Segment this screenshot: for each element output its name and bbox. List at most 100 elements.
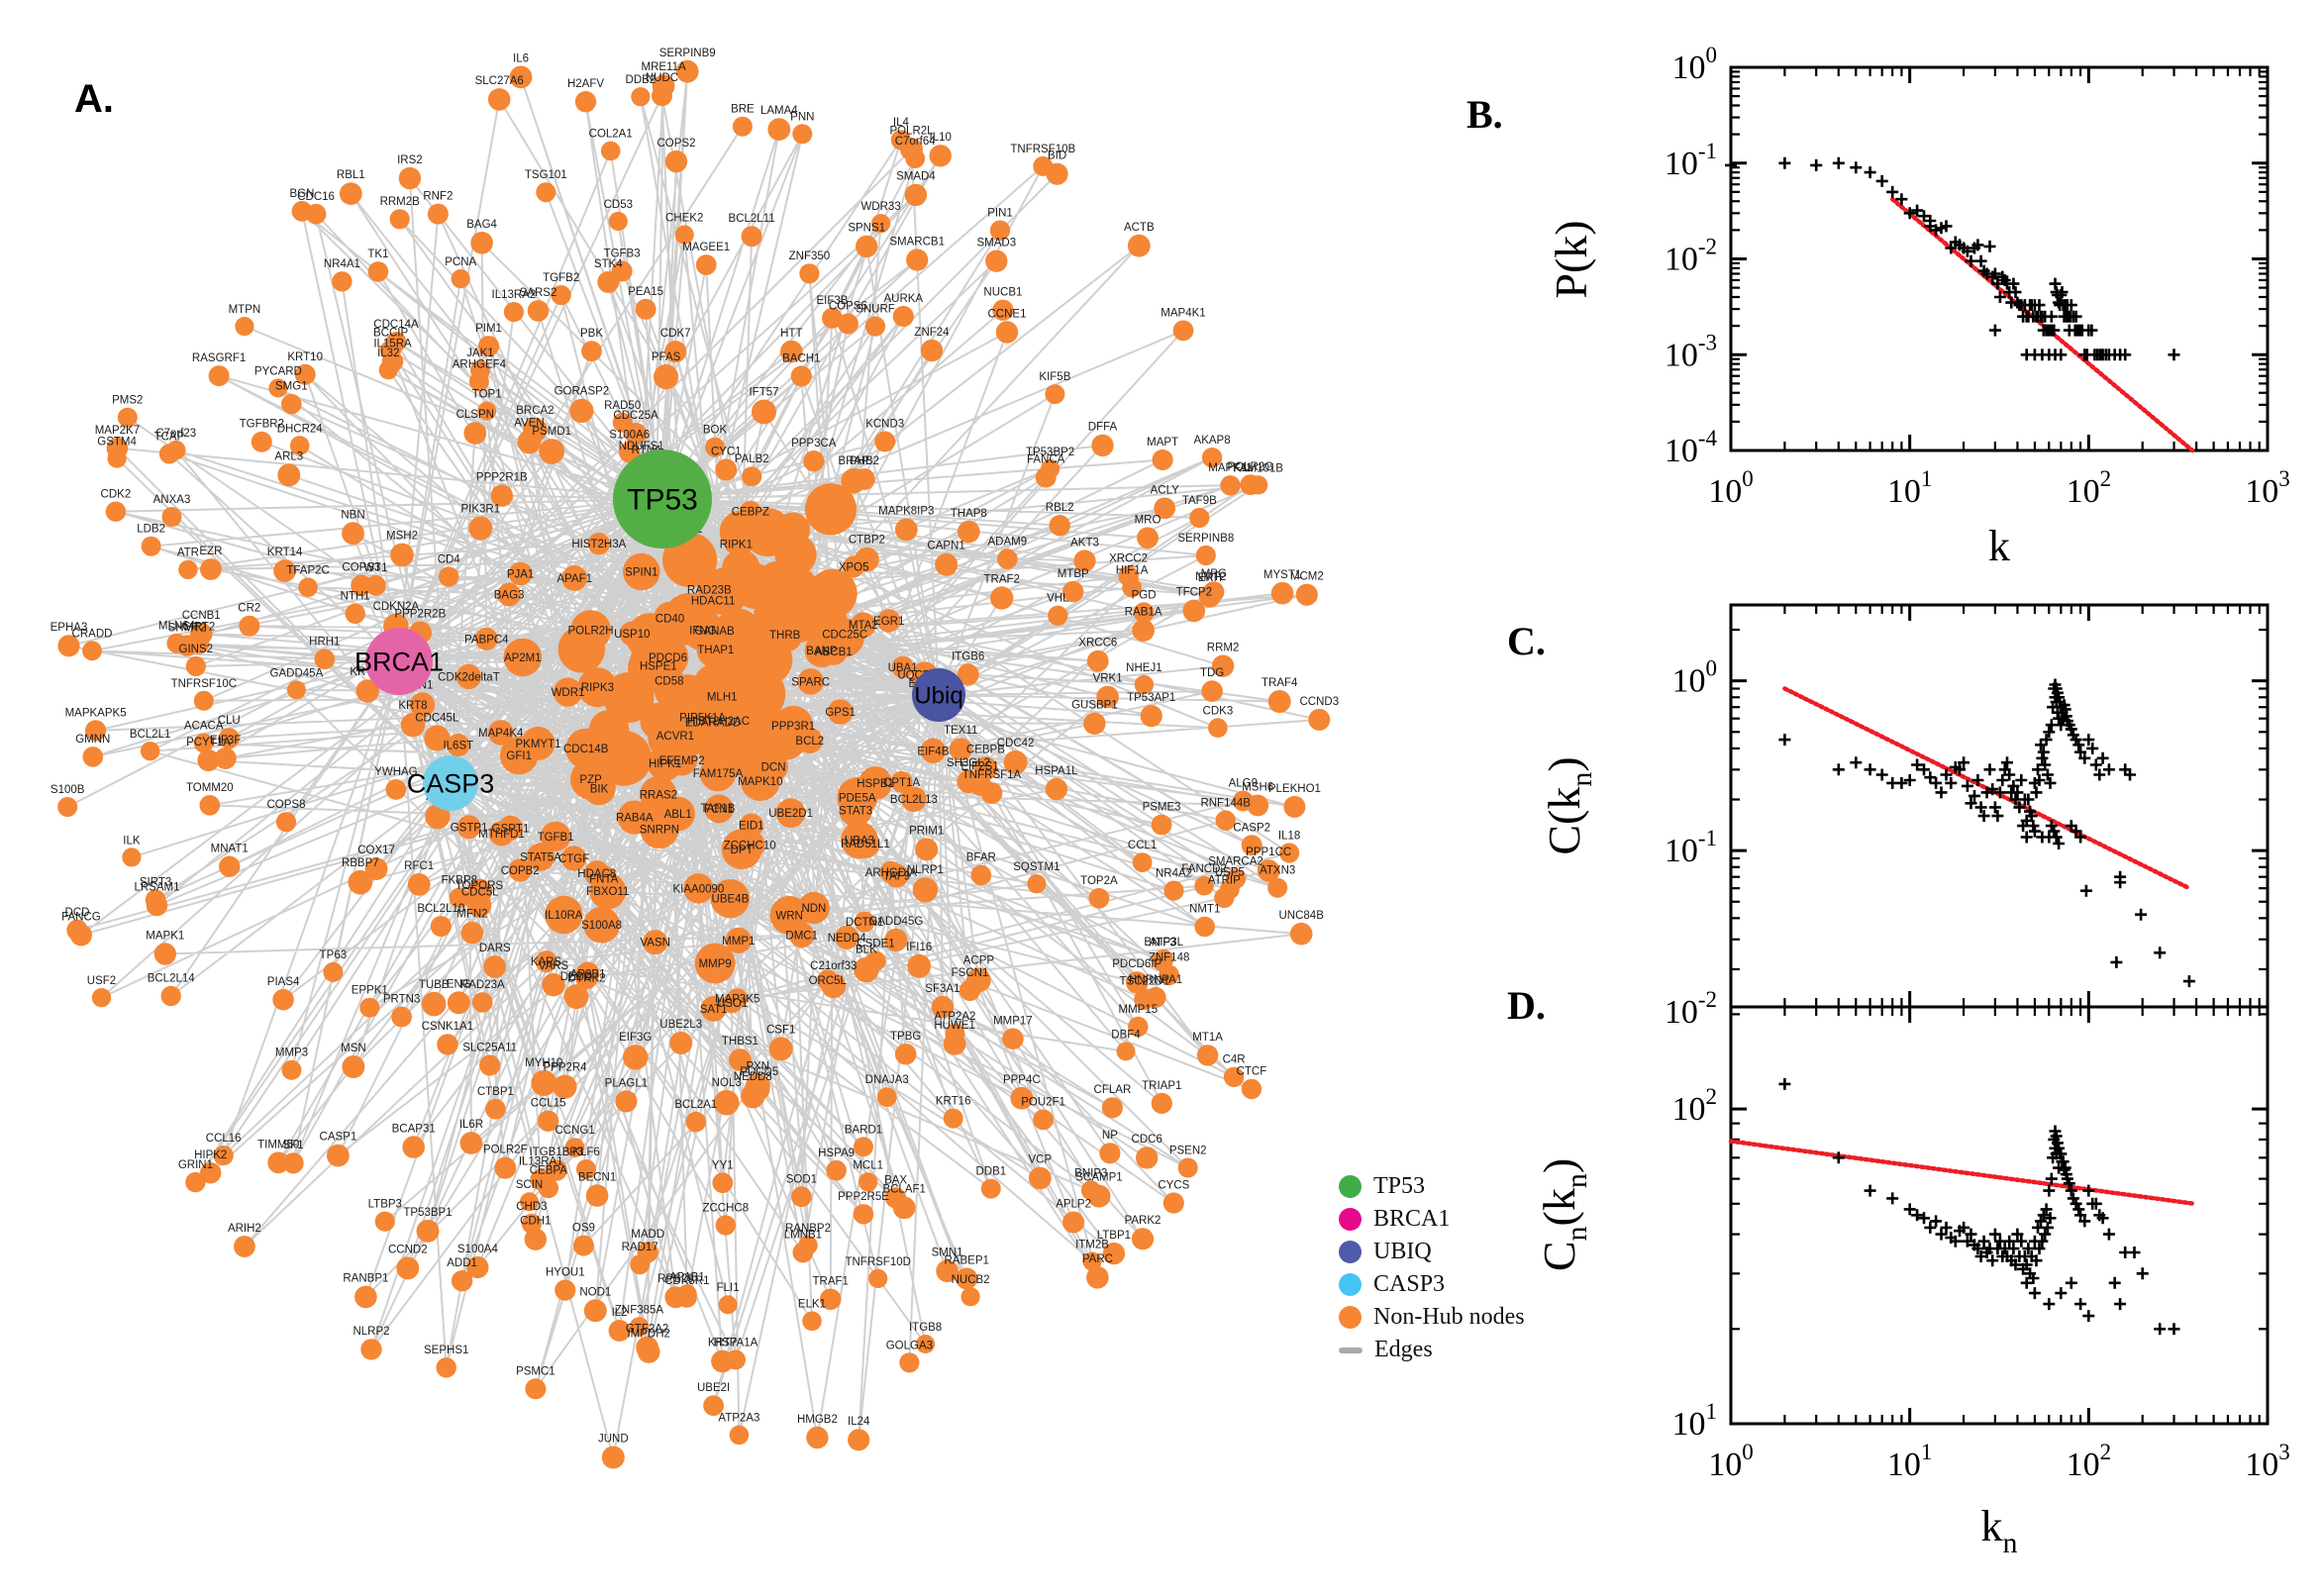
network-node [342,1055,365,1078]
network-node-label: RFC1 [404,860,434,872]
network-node [189,634,210,654]
network-node-label: TFCP2 [1176,587,1212,599]
network-node-label: IL6 [513,52,529,64]
network-node [899,1352,920,1373]
network-node [715,1215,736,1236]
network-node [710,879,751,919]
network-node-label: PDCD5 [740,1066,778,1078]
network-node-label: HIPK2 [194,1149,227,1161]
network-node-label: TGFB3 [604,248,641,259]
network-node [1145,986,1166,1008]
network-node-label: NP [1102,1130,1118,1142]
network-node [82,747,104,767]
network-node [117,407,138,428]
network-node [822,307,843,329]
network-node-label: MAP4K4 [478,728,524,740]
network-node-label: TIMM50 [257,1139,299,1150]
network-node [775,798,806,828]
network-node-label: NDN [801,903,826,915]
network-node-label: ATXN3 [1260,865,1295,877]
network-node-label: UBE2L3 [659,1019,702,1031]
network-node-label: YWHAG [374,766,418,778]
network-node [617,800,652,835]
network-node-label: PALB2 [735,453,769,465]
network-node-label: MMP17 [993,1015,1033,1027]
network-node [790,365,812,387]
network-node-label: PSMD1 [532,426,571,438]
x-tick-label: 100 [1708,466,1754,510]
network-node-label: CDK3 [1203,705,1234,717]
network-node [348,869,373,895]
network-node [424,725,451,751]
network-node-label: PZP [579,774,602,786]
network-node-label: LTBP3 [368,1199,402,1211]
network-node [1088,887,1110,909]
network-node-label: PPP1CC [1246,847,1291,858]
network-node-label: PPP2R2B [395,609,447,621]
network-node [234,1236,255,1257]
network-node-label: BCL2L13 [890,794,938,806]
network-node-label: EFEMP2 [659,755,705,767]
network-node [214,748,237,769]
network-node [956,1267,978,1290]
x-tick-label: 101 [1887,1440,1932,1483]
network-node-label: KLF6 [572,1147,600,1158]
network-node-label: DNAJA3 [865,1074,909,1086]
network-node-label: SMARCB1 [889,236,945,248]
network-node-label: CDC14B [563,744,609,755]
network-node-label: VHL [1047,593,1069,605]
network-node [193,733,214,753]
network-node [858,1172,878,1192]
network-node-label: H2AFV [567,78,604,90]
network-node [141,536,161,556]
network-node-label: BANP [806,646,838,657]
network-node-label: S100A8 [581,920,622,932]
network-node [439,566,459,587]
legend-item-ubiq: UBIQ [1339,1236,1525,1268]
network-node-label: PDCD6 [649,652,687,664]
hub-label-tp53: TP53 [627,484,698,517]
y-tick-label: 10-2 [1665,987,1717,1031]
network-node-label: JAK1 [466,348,494,359]
network-node [273,559,296,582]
network-node-label: BRCA2 [516,405,554,417]
network-node-label: PKMYT1 [515,739,560,750]
network-node-label: DCTN1 [846,917,883,929]
network-node [865,950,886,971]
network-node-label: MLN64 [158,621,196,633]
network-node [451,269,470,289]
network-node-label: KARS [531,956,562,968]
network-node [1086,649,1109,672]
network-node [674,225,694,245]
network-node-label: SMG1 [275,381,308,393]
network-node-label: PYCARD [254,366,302,378]
network-node [1196,1045,1219,1066]
network-node-label: BAG3 [494,590,525,602]
network-node [267,1151,290,1174]
panel-label-b: B. [1466,92,1503,137]
network-node [509,65,533,89]
network-node-label: DEDD [560,971,593,983]
network-node-label: EZR [199,546,222,557]
network-node-label: AP2M1 [504,652,542,664]
network-node-label: NUDC [646,72,678,84]
scatter-markers [1778,678,2195,988]
network-node-label: CDK2 [101,489,132,501]
network-node-label: RAD51L1 [841,839,890,850]
network-node-label: AKT3 [1070,537,1099,549]
network-node [700,567,749,616]
network-node [470,360,490,380]
network-node-label: FBXO11 [586,886,629,898]
network-node-label: IL24 [848,1416,870,1428]
network-node [685,1111,707,1133]
hub-node-ubiq [912,668,965,722]
network-node [853,1204,874,1225]
network-node-label: COX17 [357,845,395,856]
network-node [957,663,979,686]
network-node-label: BACH1 [782,352,820,364]
network-node-label: RBL1 [337,169,365,181]
network-node-label: RASGRF1 [192,352,246,364]
network-node-label: SMAD4 [896,171,936,183]
network-node [664,341,687,363]
network-node-label: LTBP1 [1097,1230,1131,1242]
